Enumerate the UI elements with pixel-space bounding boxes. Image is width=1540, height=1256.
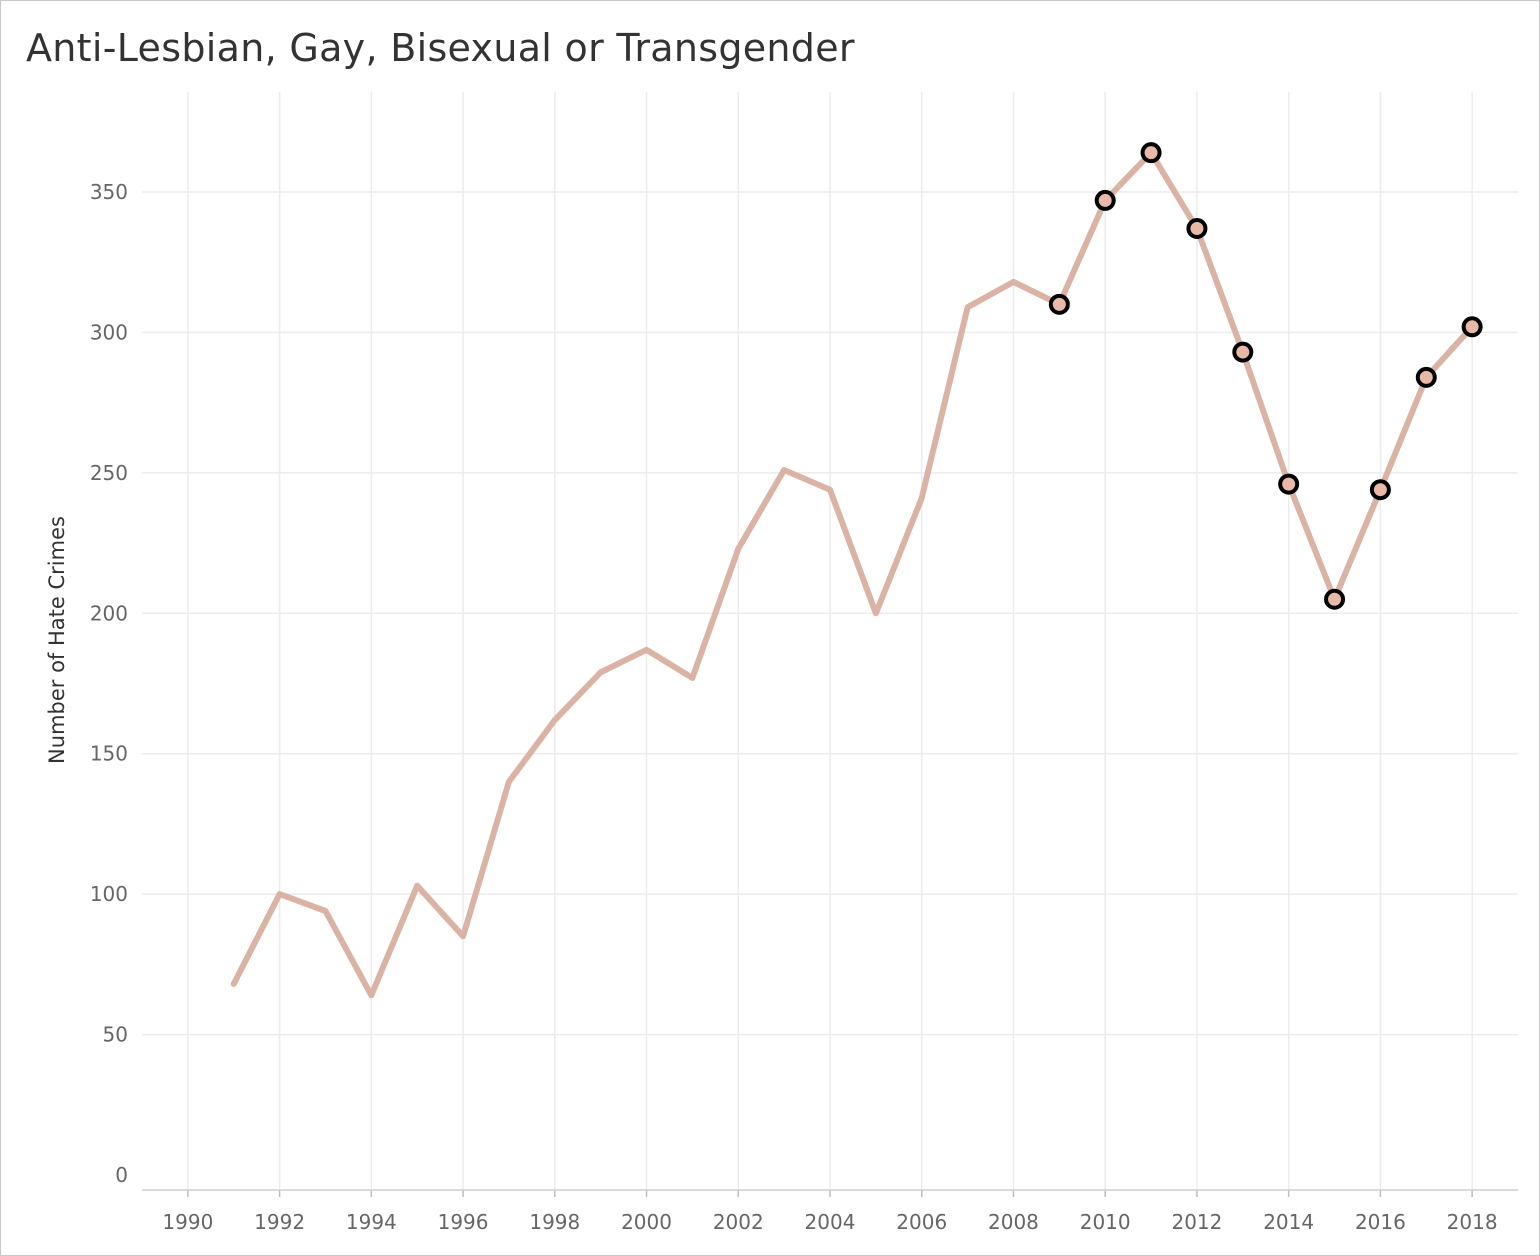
x-tick-label: 1998 — [529, 1210, 580, 1234]
y-tick-label: 250 — [90, 461, 128, 485]
x-tick-label: 2004 — [805, 1210, 856, 1234]
x-tick-label: 2016 — [1355, 1210, 1406, 1234]
x-tick-label: 2006 — [896, 1210, 947, 1234]
x-tick-label: 2014 — [1263, 1210, 1314, 1234]
data-point — [1369, 479, 1391, 501]
y-tick-label: 50 — [103, 1023, 128, 1047]
chart-title: Anti-Lesbian, Gay, Bisexual or Transgend… — [26, 26, 855, 70]
y-tick-label: 100 — [90, 882, 128, 906]
x-tick-label: 1996 — [438, 1210, 489, 1234]
y-tick-label: 150 — [90, 742, 128, 766]
x-tick-label: 2000 — [621, 1210, 672, 1234]
y-tick-label: 0 — [115, 1163, 128, 1187]
data-point — [1140, 142, 1162, 164]
y-tick-label: 300 — [90, 320, 128, 344]
data-point — [1415, 366, 1437, 388]
x-tick-label: 1990 — [162, 1210, 213, 1234]
y-tick-label: 350 — [90, 180, 128, 204]
series-line — [230, 149, 1476, 999]
x-tick-label: 2012 — [1171, 1210, 1222, 1234]
x-tick-label: 2002 — [713, 1210, 764, 1234]
x-tick-labels: 1990 1992 1994 1996 1998 2000 2002 2004 2006 2008… — [162, 1210, 1497, 1234]
x-tick-label: 2018 — [1447, 1210, 1498, 1234]
x-tick-label: 1994 — [346, 1210, 397, 1234]
data-point — [1324, 588, 1346, 610]
data-series — [230, 149, 1476, 999]
data-point — [1232, 341, 1254, 363]
y-tick-label: 200 — [90, 601, 128, 625]
data-point — [1094, 189, 1116, 211]
data-point — [1186, 218, 1208, 240]
x-tick-label: 1992 — [254, 1210, 305, 1234]
y-tick-labels: 0 50 100 150 200 250 300 350 — [90, 180, 128, 1187]
data-point — [1048, 293, 1070, 315]
data-point — [1278, 473, 1300, 495]
data-point — [1461, 316, 1483, 338]
data-markers — [1048, 142, 1483, 610]
x-tick-label: 2010 — [1080, 1210, 1131, 1234]
x-tick-label: 2008 — [988, 1210, 1039, 1234]
x-gridlines — [187, 92, 1473, 1190]
x-axis — [142, 1189, 1518, 1197]
